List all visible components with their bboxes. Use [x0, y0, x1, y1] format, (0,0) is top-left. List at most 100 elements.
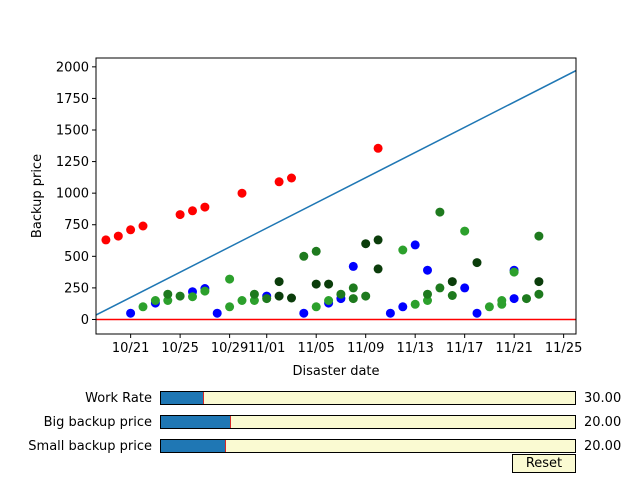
data-point: [200, 286, 210, 296]
x-tick-label: 11/25: [545, 341, 582, 356]
slider-label: Work Rate: [85, 391, 152, 406]
data-point: [398, 245, 408, 255]
slider-small-backup-price[interactable]: Small backup price 20.00: [0, 439, 640, 455]
y-tick-label: 1750: [56, 92, 89, 107]
data-point: [287, 173, 296, 183]
x-axis-ticks: 10/21 10/25 10/29 11/01 11/05 11/09 11/13 11/17…: [112, 334, 582, 356]
slider-work-rate[interactable]: Work Rate 30.00: [0, 391, 640, 407]
x-tick-label: 11/05: [297, 341, 334, 356]
data-point: [188, 292, 197, 302]
data-point: [311, 279, 321, 289]
y-tick-label: 2000: [56, 60, 89, 75]
data-point: [299, 308, 309, 318]
x-tick-label: 10/25: [161, 341, 198, 356]
data-point: [249, 289, 259, 299]
data-point: [299, 251, 309, 261]
data-point: [460, 283, 470, 293]
x-tick-label: 11/13: [396, 341, 433, 356]
data-point: [113, 231, 123, 241]
data-point: [460, 226, 470, 236]
data-point: [522, 294, 531, 304]
plot-area: [96, 69, 576, 321]
x-tick-label: 10/29: [211, 341, 248, 356]
scatter-chart: 10/21 10/25 10/29 11/01 11/05 11/09 11/13 11/17…: [30, 57, 582, 379]
x-tick-label: 11/17: [446, 341, 483, 356]
reference-line-1: [96, 69, 576, 316]
data-point: [534, 289, 544, 299]
x-tick-label: 10/21: [112, 341, 149, 356]
slider-value: 20.00: [584, 439, 622, 454]
x-tick-label: 11/01: [248, 341, 285, 356]
data-point: [348, 261, 358, 271]
y-axis-ticks: 0 250 500 750 1000 1250 1500 1750 2000: [56, 60, 96, 328]
data-point: [435, 207, 445, 217]
data-point: [336, 289, 346, 299]
data-point: [225, 302, 235, 312]
slider-value: 30.00: [584, 391, 622, 406]
data-point: [398, 302, 408, 312]
reset-button[interactable]: Reset: [512, 454, 576, 473]
slider-handle[interactable]: [224, 440, 226, 452]
x-tick-label: 11/21: [495, 341, 532, 356]
data-point: [534, 231, 544, 241]
data-point: [237, 296, 247, 305]
data-point: [472, 258, 482, 268]
slider-track[interactable]: [160, 391, 576, 405]
data-point: [163, 296, 173, 305]
data-point: [274, 291, 284, 301]
slider-big-backup-price[interactable]: Big backup price 20.00: [0, 415, 640, 431]
data-point: [249, 296, 259, 305]
slider-track[interactable]: [160, 415, 576, 429]
slider-handle[interactable]: [202, 392, 204, 404]
axes-frame: [95, 57, 577, 335]
data-point: [101, 235, 111, 245]
data-point: [262, 294, 272, 304]
y-tick-label: 1000: [56, 187, 89, 202]
data-point: [188, 206, 197, 216]
slider-value: 20.00: [584, 415, 622, 430]
data-point: [423, 265, 432, 275]
data-point: [175, 291, 185, 301]
data-point: [435, 283, 445, 293]
data-point: [348, 294, 358, 304]
y-tick-label: 250: [64, 281, 89, 296]
data-point: [138, 221, 148, 231]
data-point: [373, 235, 383, 245]
slider-handle[interactable]: [230, 416, 232, 428]
data-point: [447, 291, 457, 300]
data-point: [509, 267, 519, 277]
data-point: [509, 294, 519, 304]
data-point: [497, 299, 507, 309]
data-point: [373, 264, 383, 274]
slider-track[interactable]: [160, 439, 576, 453]
slider-label: Small backup price: [28, 439, 152, 454]
slider-fill: [161, 440, 225, 452]
data-point: [534, 277, 544, 287]
y-tick-label: 750: [64, 218, 89, 233]
y-tick-label: 1250: [56, 155, 89, 170]
slider-fill: [161, 416, 231, 428]
data-point: [200, 202, 210, 212]
data-point: [311, 302, 321, 312]
data-point: [410, 299, 420, 309]
data-point: [237, 188, 247, 198]
slider-fill: [161, 392, 203, 404]
y-tick-label: 1500: [56, 124, 89, 139]
data-point: [126, 308, 136, 318]
data-point: [138, 302, 148, 312]
y-tick-label: 0: [81, 313, 89, 328]
data-point: [423, 296, 432, 305]
slider-label: Big backup price: [43, 415, 152, 430]
data-point: [410, 240, 420, 250]
data-point: [274, 277, 284, 287]
data-point: [361, 239, 371, 249]
data-point: [324, 296, 334, 305]
data-point: [361, 291, 371, 301]
data-point: [385, 308, 395, 318]
data-point: [126, 225, 136, 235]
data-point: [274, 177, 284, 187]
data-point: [212, 308, 222, 318]
data-point: [447, 277, 457, 287]
data-point: [484, 302, 494, 312]
x-axis-label: Disaster date: [292, 364, 379, 379]
